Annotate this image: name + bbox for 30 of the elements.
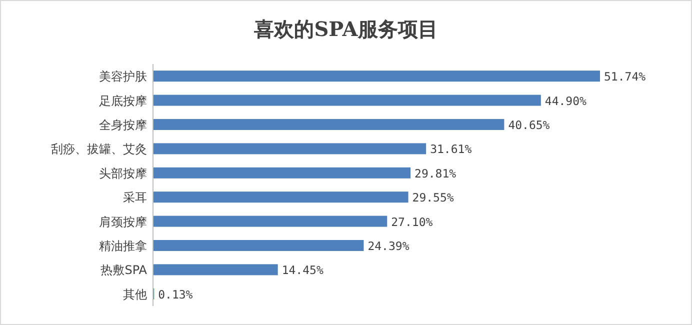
bar: [153, 216, 388, 227]
y-tick-label: 热敷SPA: [100, 263, 148, 278]
bar: [153, 167, 411, 178]
bar: [153, 192, 408, 203]
data-label: 0.13%: [158, 287, 193, 302]
data-label: 27.10%: [391, 214, 433, 229]
bar: [153, 119, 504, 130]
bar: [153, 240, 364, 251]
data-label: 31.61%: [430, 142, 472, 156]
data-label: 29.55%: [412, 190, 454, 205]
bar: [153, 143, 426, 154]
y-tick-label: 头部按摩: [99, 166, 147, 180]
y-tick-label: 美容护肤: [99, 70, 147, 84]
y-tick-label: 采耳: [123, 190, 147, 205]
y-tick-label: 刮痧、拔罐、艾灸: [51, 142, 147, 156]
data-label: 40.65%: [508, 118, 550, 132]
data-label: 44.90%: [544, 94, 587, 108]
y-tick-label: 足底按摩: [99, 94, 147, 108]
data-label: 51.74%: [604, 70, 646, 84]
data-label: 14.45%: [282, 263, 324, 278]
chart-title: 喜欢的SPA服务项目: [253, 17, 438, 41]
data-label: 24.39%: [368, 239, 410, 253]
y-tick-label: 肩颈按摩: [99, 214, 147, 229]
y-tick-label: 精油推拿: [99, 239, 147, 253]
y-tick-label: 其他: [123, 287, 147, 302]
data-label: 29.81%: [414, 166, 456, 180]
bar: [153, 70, 600, 82]
bar: [153, 94, 541, 106]
y-tick-label: 全身按摩: [99, 118, 147, 132]
bar: [153, 264, 278, 276]
